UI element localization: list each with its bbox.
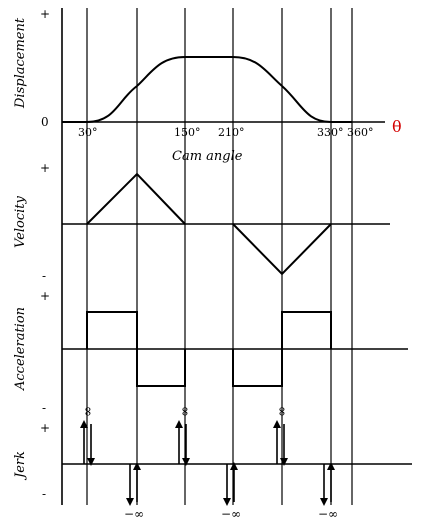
tick-330: 330°: [317, 126, 344, 139]
velocity-panel: Velocity + -: [13, 161, 390, 283]
velocity-negative-triangle: [232, 223, 332, 276]
jerk-label: Jerk: [13, 451, 28, 481]
displacement-zero: 0: [41, 115, 49, 129]
jerk-impulse-330: [320, 462, 335, 506]
angle-guide-lines: [86, 8, 353, 505]
velocity-plus: +: [40, 161, 50, 175]
jerk-inf-150: ∞: [177, 406, 192, 417]
jerk-neg-inf-330: −∞: [318, 507, 338, 521]
tick-210: 210°: [218, 126, 245, 139]
jerk-impulse-270: [273, 420, 288, 466]
jerk-panel: Jerk + - ∞ −∞ ∞ −: [13, 406, 412, 521]
acceleration-first-pulse: [86, 311, 186, 387]
jerk-impulse-210: [223, 462, 238, 506]
theta-symbol: θ: [392, 117, 402, 136]
jerk-impulse-90: [126, 462, 141, 506]
velocity-minus: -: [42, 269, 46, 283]
jerk-neg-inf-210: −∞: [221, 507, 241, 521]
velocity-positive-triangle: [86, 172, 186, 225]
displacement-curve: [62, 56, 352, 123]
jerk-inf-30: ∞: [80, 406, 95, 417]
tick-360: 360°: [347, 126, 374, 139]
displacement-panel: Displacement + 0 30° 150° 210° 330° 360°…: [13, 7, 402, 164]
tick-150: 150°: [174, 126, 201, 139]
jerk-impulse-150: [175, 420, 190, 466]
jerk-impulse-30: [80, 420, 95, 466]
angle-tick-labels: 30° 150° 210° 330° 360°: [78, 126, 374, 139]
cam-angle-label: Cam angle: [172, 149, 243, 164]
displacement-plus: +: [40, 7, 50, 21]
acceleration-panel: Acceleration + -: [13, 289, 408, 415]
acceleration-label: Acceleration: [13, 307, 28, 391]
jerk-inf-270: ∞: [274, 406, 289, 417]
jerk-minus: -: [42, 487, 46, 501]
jerk-plus: +: [40, 421, 50, 435]
tick-30: 30°: [78, 126, 98, 139]
velocity-label: Velocity: [13, 195, 28, 248]
acceleration-minus: -: [42, 401, 46, 415]
acceleration-plus: +: [40, 289, 50, 303]
acceleration-second-pulse: [232, 311, 332, 387]
jerk-neg-inf-90: −∞: [124, 507, 144, 521]
displacement-label: Displacement: [13, 17, 28, 109]
